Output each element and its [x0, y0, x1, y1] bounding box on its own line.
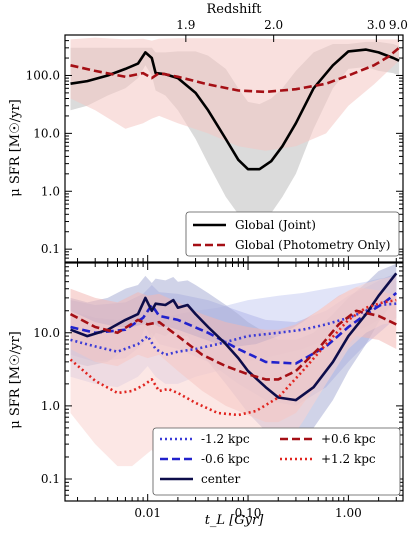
top-panel: 0.1 1.0 10.0 100.0 1.9 2.0 3.0 9.0 Redshift μ S…	[8, 2, 408, 263]
bottom-ytick-label: 1.0	[41, 399, 60, 413]
top-ytick-label: 0.1	[41, 242, 60, 256]
redshift-tick-label: 9.0	[389, 18, 408, 32]
top-y-axis-label: μ SFR [M☉/yr]	[8, 99, 23, 196]
bottom-series-lines	[69, 272, 398, 417]
top-series-lines	[70, 46, 400, 171]
top-series-line-0	[70, 48, 400, 171]
legend-label-center: center	[201, 472, 240, 486]
redshift-tick-label: 3.0	[367, 18, 386, 32]
bottom-panel: 0.1 1.0 10.0 0.01 0.10 1.00 t_L [Gyr] μ SFR […	[8, 262, 404, 528]
top-axis-ticks: 0.1 1.0 10.0 100.0 1.9 2.0 3.0 9.0	[26, 18, 408, 263]
legend-label-global-photometry: Global (Photometry Only)	[235, 238, 390, 252]
bottom-ytick-label: 10.0	[33, 326, 60, 340]
bottom-legend-box	[152, 427, 401, 496]
top-legend-box	[185, 211, 400, 257]
redshift-tick-label: 2.0	[264, 18, 283, 32]
legend-label-minus-1.2: -1.2 kpc	[201, 432, 250, 446]
bottom-axis-ticks: 0.1 1.0 10.0 0.01 0.10 1.00	[33, 262, 403, 520]
bottom-series-line-3	[69, 309, 397, 381]
top-panel-frame	[64, 34, 404, 263]
legend-label-plus-1.2: +1.2 kpc	[321, 452, 376, 466]
top-ytick-label: 100.0	[26, 68, 60, 82]
top-band-1	[70, 37, 400, 151]
bottom-x-axis-label: t_L [Gyr]	[205, 513, 265, 528]
bottom-series-line-4	[69, 298, 397, 417]
legend-label-global-joint: Global (Joint)	[235, 218, 316, 232]
bottom-xtick-label: 1.00	[335, 506, 362, 520]
redshift-tick-label: 1.9	[176, 18, 195, 32]
top-uncertainty-bands	[70, 37, 400, 220]
bottom-y-axis-label: μ SFR [M☉/yr]	[8, 331, 23, 428]
bottom-panel-frame	[64, 262, 404, 502]
bottom-xtick-label: 0.10	[235, 506, 262, 520]
top-series-line-1	[70, 46, 400, 94]
top-ytick-label: 10.0	[33, 126, 60, 140]
bottom-series-line-2	[70, 272, 398, 402]
bottom-ytick-label: 0.1	[41, 472, 60, 486]
top-legend: Global (Joint) Global (Photometry Only)	[185, 211, 400, 257]
bottom-xtick-label: 0.01	[134, 506, 161, 520]
top-ytick-label: 1.0	[41, 184, 60, 198]
legend-label-plus-0.6: +0.6 kpc	[321, 432, 376, 446]
legend-label-minus-0.6: -0.6 kpc	[201, 452, 250, 466]
bottom-legend: -1.2 kpc +0.6 kpc -0.6 kpc +1.2 kpc cent…	[152, 427, 401, 496]
bottom-band-4	[70, 275, 397, 487]
top-axis-label: Redshift	[206, 2, 262, 17]
bottom-series-line-0	[70, 302, 397, 357]
